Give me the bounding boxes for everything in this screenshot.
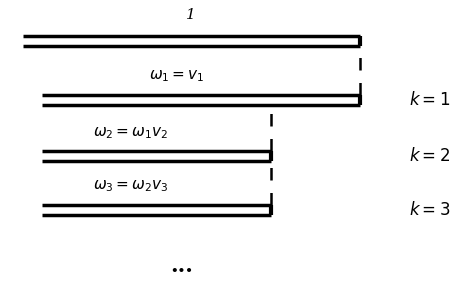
Text: 1: 1 bbox=[187, 8, 196, 23]
Text: $k = 2$: $k = 2$ bbox=[409, 147, 450, 165]
Text: ...: ... bbox=[170, 255, 193, 277]
Text: $\omega_3 = \omega_2 v_3$: $\omega_3 = \omega_2 v_3$ bbox=[93, 179, 168, 194]
Text: $k = 3$: $k = 3$ bbox=[409, 201, 450, 219]
Text: $k = 1$: $k = 1$ bbox=[409, 91, 450, 109]
Text: $\omega_1 = v_1$: $\omega_1 = v_1$ bbox=[149, 69, 205, 84]
Text: $\omega_2 = \omega_1 v_2$: $\omega_2 = \omega_1 v_2$ bbox=[93, 125, 168, 141]
